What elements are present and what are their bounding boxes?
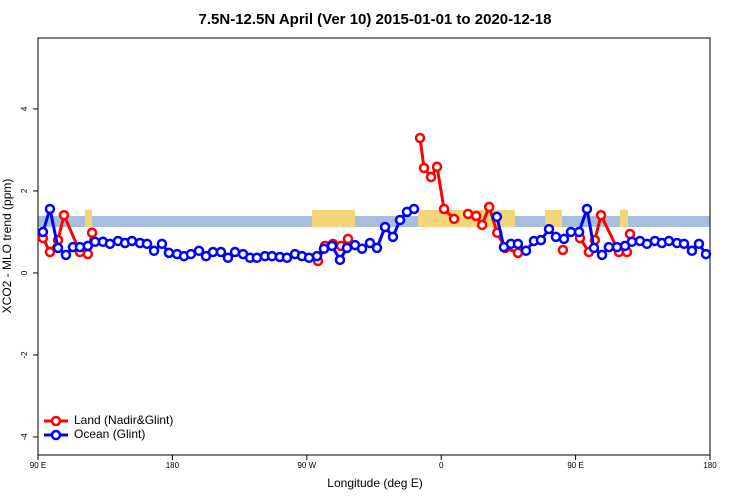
data-point [58, 209, 70, 221]
data-point [470, 210, 482, 222]
land-mask [312, 209, 356, 228]
data-point [126, 235, 138, 247]
legend-label: Ocean (Glint) [74, 427, 145, 441]
data-point [588, 242, 600, 254]
data-point [573, 226, 585, 238]
land-mask [619, 209, 629, 228]
data-point [550, 231, 562, 243]
chart-title: 7.5N-12.5N April (Ver 10) 2015-01-01 to … [199, 11, 552, 28]
data-point [414, 132, 426, 144]
data-point [379, 221, 391, 233]
reference-band [38, 215, 710, 228]
data-point [156, 238, 168, 250]
legend-label: Land (Nadir&Glint) [74, 413, 173, 427]
data-point [686, 245, 698, 257]
x-tick-label: 0 [439, 461, 444, 470]
data-point [543, 223, 555, 235]
data-point [44, 203, 56, 215]
data-point [222, 252, 234, 264]
data-point [693, 238, 705, 250]
data-point [611, 241, 623, 253]
data-point [462, 208, 474, 220]
x-tick-label: 180 [166, 461, 180, 470]
data-point [342, 233, 354, 245]
land-mask [85, 209, 93, 228]
data-point [535, 234, 547, 246]
data-point [483, 201, 495, 213]
plot-frame [37, 37, 711, 456]
data-point [394, 214, 406, 226]
data-point [185, 248, 197, 260]
data-point [215, 246, 227, 258]
data-point [326, 240, 338, 252]
data-point [418, 162, 430, 174]
land-mask [544, 209, 563, 228]
y-tick-label: 2 [20, 188, 29, 193]
data-point [595, 209, 607, 221]
series-line [418, 137, 456, 220]
y-tick-label: 4 [20, 106, 29, 111]
data-point [596, 249, 608, 261]
data-point [431, 161, 443, 172]
y-tick-label: 0 [20, 270, 29, 275]
data-point [82, 248, 94, 260]
data-point [52, 242, 64, 254]
y-tick-label: -4 [20, 433, 29, 441]
data-point [491, 211, 503, 223]
data-point [60, 249, 72, 261]
data-point [387, 231, 399, 243]
data-point [558, 233, 570, 245]
data-point [356, 243, 368, 255]
data-point [193, 245, 205, 257]
data-point [311, 250, 323, 262]
data-point [148, 245, 160, 257]
data-point [565, 226, 577, 238]
data-point [557, 244, 569, 256]
data-point [141, 238, 153, 250]
data-point [318, 243, 330, 255]
data-point [163, 247, 175, 259]
data-point [448, 213, 460, 225]
y-axis-label: XCO2 - MLO trend (ppm) [0, 179, 14, 314]
legend-marker [50, 429, 62, 441]
y-tick-label: -2 [20, 351, 29, 359]
data-point [438, 203, 450, 215]
data-point [86, 227, 98, 239]
x-tick-label: 90 E [567, 461, 583, 470]
data-point [512, 247, 524, 259]
data-point [512, 238, 524, 250]
data-point [476, 219, 488, 231]
data-point [37, 226, 49, 238]
data-point [371, 242, 383, 254]
data-point [364, 237, 376, 249]
data-point [603, 241, 615, 253]
data-point [520, 245, 532, 257]
data-point [408, 203, 420, 215]
x-axis-label: Longitude (deg E) [327, 476, 422, 490]
data-point [104, 238, 116, 250]
data-point [678, 238, 690, 250]
data-point [341, 242, 353, 254]
data-point [334, 254, 346, 266]
x-tick-label: 180 [703, 461, 717, 470]
data-point [425, 171, 437, 183]
x-tick-label: 90 W [297, 461, 316, 470]
data-point [700, 248, 712, 260]
data-point [581, 203, 593, 215]
data-point [281, 252, 293, 264]
data-point [74, 241, 86, 253]
data-point [626, 236, 638, 248]
data-point [251, 252, 263, 264]
x-tick-label: 90 E [30, 461, 46, 470]
data-point [663, 235, 675, 247]
legend-marker [50, 415, 62, 427]
data-point [229, 246, 241, 258]
data-point [44, 246, 56, 258]
